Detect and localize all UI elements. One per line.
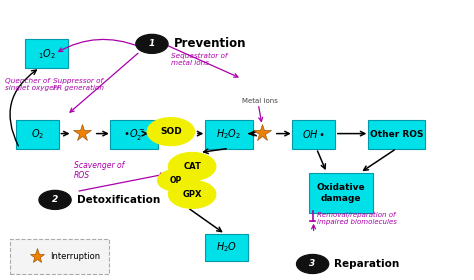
Circle shape: [136, 34, 168, 53]
FancyBboxPatch shape: [292, 120, 335, 149]
Text: $H_2O_2$: $H_2O_2$: [216, 127, 241, 141]
Circle shape: [168, 153, 216, 180]
Text: SOD: SOD: [160, 127, 182, 136]
FancyBboxPatch shape: [110, 120, 158, 149]
FancyBboxPatch shape: [205, 120, 253, 149]
FancyBboxPatch shape: [16, 120, 59, 149]
Text: 1: 1: [149, 39, 155, 48]
Text: Removal/reparation of
impaired biomolecules: Removal/reparation of impaired biomolecu…: [318, 211, 397, 225]
Text: OP: OP: [169, 176, 182, 185]
FancyBboxPatch shape: [25, 39, 68, 68]
Text: 3: 3: [310, 260, 316, 269]
FancyBboxPatch shape: [309, 172, 373, 213]
Text: Quencher of
singlet oxygen: Quencher of singlet oxygen: [5, 78, 59, 91]
Text: CAT: CAT: [183, 162, 201, 171]
Text: Scavenger of
ROS: Scavenger of ROS: [74, 161, 124, 180]
Text: 2: 2: [52, 195, 58, 204]
Text: Sequestrator of
metal ions: Sequestrator of metal ions: [171, 53, 227, 66]
Text: Suppressor of
FR generation: Suppressor of FR generation: [53, 78, 104, 91]
Text: $H_2O$: $H_2O$: [216, 240, 237, 254]
Circle shape: [157, 170, 193, 191]
Circle shape: [39, 190, 71, 209]
Text: GPX: GPX: [182, 190, 202, 199]
Circle shape: [297, 255, 328, 274]
Text: Metal ions: Metal ions: [242, 98, 278, 104]
Text: $_1O_2$: $_1O_2$: [38, 47, 56, 60]
Text: Detoxification: Detoxification: [77, 195, 160, 205]
Text: $\bullet O_2^-$: $\bullet O_2^-$: [123, 127, 146, 142]
FancyBboxPatch shape: [368, 120, 425, 149]
Circle shape: [147, 118, 194, 146]
Text: Reparation: Reparation: [334, 259, 400, 269]
Text: $OH\bullet$: $OH\bullet$: [302, 129, 326, 141]
FancyBboxPatch shape: [205, 234, 248, 261]
Text: Prevention: Prevention: [173, 37, 246, 50]
Text: Interruption: Interruption: [50, 252, 100, 261]
FancyBboxPatch shape: [10, 239, 109, 274]
Text: $O_2$: $O_2$: [31, 127, 44, 141]
Text: Other ROS: Other ROS: [370, 130, 423, 139]
Circle shape: [168, 180, 216, 208]
Text: Oxidative
damage: Oxidative damage: [317, 183, 365, 203]
